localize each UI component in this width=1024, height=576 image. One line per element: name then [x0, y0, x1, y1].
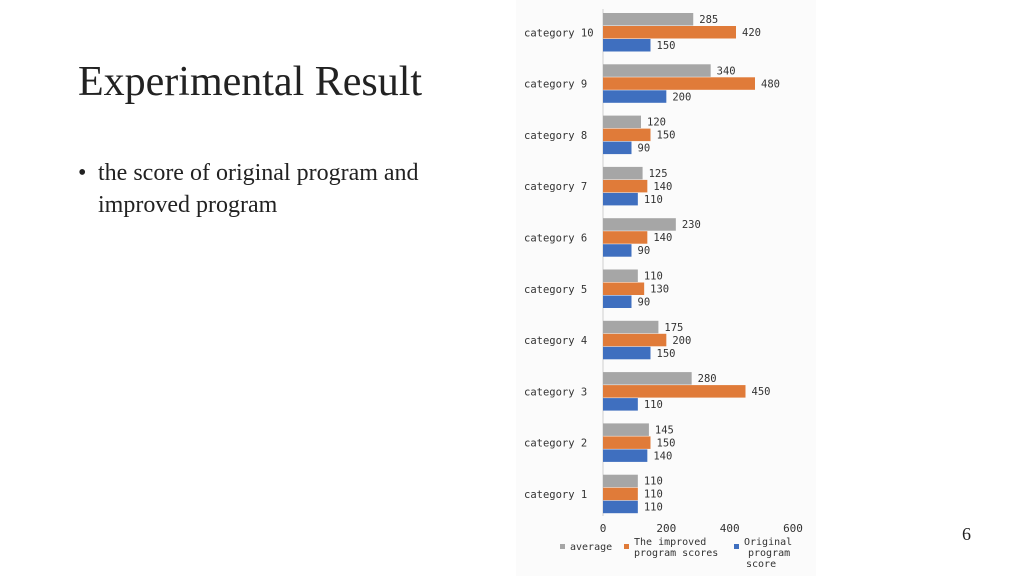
data-label: 175: [664, 322, 683, 334]
bar-average: [603, 13, 694, 26]
data-label: 90: [638, 143, 651, 155]
bar-the-improved-program-scores: [603, 128, 651, 142]
data-label: 150: [657, 437, 676, 449]
category-label: category 8: [524, 130, 587, 142]
legend-label: average: [570, 542, 612, 553]
data-label: 90: [638, 245, 651, 257]
data-label: 110: [644, 502, 663, 514]
data-label: 140: [653, 232, 672, 244]
bar-average: [603, 423, 649, 436]
bar-original-program-score: [603, 398, 638, 411]
data-label: 110: [644, 194, 663, 206]
bullet-marker: •: [78, 160, 87, 186]
category-label: category 1: [524, 489, 587, 501]
bar-the-improved-program-scores: [603, 487, 638, 501]
legend-swatch: [734, 544, 739, 549]
bullet-text: the score of original program and improv…: [98, 160, 419, 218]
category-label: category 3: [524, 386, 587, 398]
data-label: 140: [653, 450, 672, 462]
legend-label: Original program score: [744, 537, 792, 570]
bar-the-improved-program-scores: [603, 26, 736, 39]
data-label: 130: [650, 284, 669, 296]
data-label: 110: [644, 399, 663, 411]
data-label: 150: [657, 40, 676, 52]
data-label: 280: [698, 373, 717, 385]
x-tick-label: 400: [720, 522, 740, 535]
category-label: category 5: [524, 284, 587, 296]
category-label: category 7: [524, 181, 587, 193]
bar-the-improved-program-scores: [603, 77, 755, 90]
bar-the-improved-program-scores: [603, 385, 746, 398]
bar-original-program-score: [603, 141, 632, 155]
bar-original-program-score: [603, 192, 638, 206]
bar-average: [603, 115, 641, 129]
page-number: 6: [962, 524, 971, 544]
bar-average: [603, 166, 643, 180]
category-label: category 4: [524, 335, 587, 347]
data-label: 120: [647, 117, 666, 129]
bar-average: [603, 269, 638, 282]
bar-average: [603, 372, 692, 385]
data-label: 150: [657, 348, 676, 360]
bar-average: [603, 218, 676, 231]
category-label: category 6: [524, 232, 587, 244]
data-label: 110: [644, 476, 663, 488]
legend-swatch: [624, 544, 629, 549]
bar-average: [603, 64, 711, 77]
data-label: 450: [752, 386, 771, 398]
data-label: 150: [657, 130, 676, 142]
bar-average: [603, 474, 638, 488]
slide-title: Experimental Result: [78, 59, 423, 105]
bar-the-improved-program-scores: [603, 179, 648, 193]
bar-original-program-score: [603, 346, 651, 360]
data-label: 90: [638, 297, 651, 309]
data-label: 340: [717, 65, 736, 77]
data-label: 480: [761, 78, 780, 90]
category-label: category 9: [524, 79, 587, 91]
bar-original-program-score: [603, 39, 651, 52]
bar-the-improved-program-scores: [603, 282, 645, 295]
data-label: 285: [699, 14, 718, 26]
bar-average: [603, 320, 659, 334]
category-label: category 10: [524, 27, 594, 39]
bar-original-program-score: [603, 295, 632, 308]
bullet-item: • the score of original program and impr…: [78, 157, 478, 221]
data-label: 200: [672, 91, 691, 103]
bar-the-improved-program-scores: [603, 436, 651, 449]
legend-label: The improved program scores: [634, 537, 718, 559]
data-label: 110: [644, 271, 663, 283]
data-label: 110: [644, 489, 663, 501]
data-label: 125: [649, 168, 668, 180]
data-label: 140: [653, 181, 672, 193]
legend-swatch: [560, 544, 565, 549]
x-tick-label: 0: [600, 522, 607, 535]
bar-the-improved-program-scores: [603, 333, 667, 347]
category-label: category 2: [524, 438, 587, 450]
data-label: 200: [672, 335, 691, 347]
bar-original-program-score: [603, 500, 638, 514]
bar-original-program-score: [603, 244, 632, 257]
data-label: 145: [655, 424, 674, 436]
bar-the-improved-program-scores: [603, 231, 648, 244]
x-tick-label: 600: [783, 522, 803, 535]
data-label: 420: [742, 27, 761, 39]
bullet-list: • the score of original program and impr…: [78, 157, 478, 221]
data-label: 230: [682, 219, 701, 231]
bar-original-program-score: [603, 449, 648, 462]
bar-original-program-score: [603, 90, 667, 103]
bar-chart-panel: category 10 285 420 150 category 9 340 480 200 c…: [516, 0, 816, 576]
x-tick-label: 200: [656, 522, 676, 535]
